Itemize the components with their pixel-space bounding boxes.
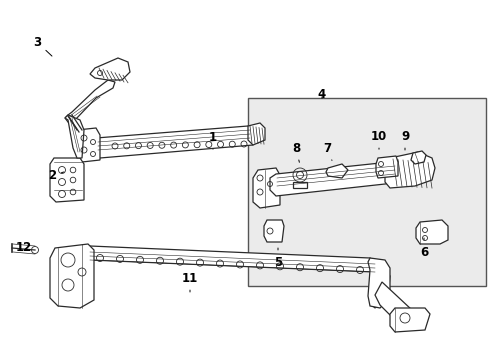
Polygon shape xyxy=(389,308,429,332)
Polygon shape xyxy=(65,115,84,158)
Polygon shape xyxy=(77,128,100,162)
Polygon shape xyxy=(375,156,397,178)
Polygon shape xyxy=(50,244,94,308)
Polygon shape xyxy=(374,282,411,320)
Polygon shape xyxy=(252,168,280,208)
Text: 7: 7 xyxy=(322,141,331,161)
Text: 6: 6 xyxy=(419,238,427,258)
Polygon shape xyxy=(325,164,347,178)
Polygon shape xyxy=(90,58,130,80)
Text: 4: 4 xyxy=(317,87,325,100)
Text: 1: 1 xyxy=(208,131,217,149)
Polygon shape xyxy=(415,220,447,244)
Text: 8: 8 xyxy=(291,141,300,162)
Polygon shape xyxy=(65,80,115,122)
Polygon shape xyxy=(65,246,389,308)
Text: 2: 2 xyxy=(48,168,64,181)
Polygon shape xyxy=(292,182,306,188)
Text: 3: 3 xyxy=(33,36,52,56)
Polygon shape xyxy=(264,220,284,242)
Polygon shape xyxy=(269,162,397,196)
Text: 9: 9 xyxy=(400,130,408,150)
Text: 11: 11 xyxy=(182,271,198,292)
Text: 5: 5 xyxy=(273,248,282,269)
Polygon shape xyxy=(367,258,389,308)
Polygon shape xyxy=(384,152,434,188)
Text: 12: 12 xyxy=(16,240,32,253)
Polygon shape xyxy=(95,126,252,158)
Polygon shape xyxy=(247,123,264,145)
Polygon shape xyxy=(50,158,84,202)
Polygon shape xyxy=(410,151,425,164)
Text: 10: 10 xyxy=(370,130,386,149)
Bar xyxy=(247,98,485,286)
